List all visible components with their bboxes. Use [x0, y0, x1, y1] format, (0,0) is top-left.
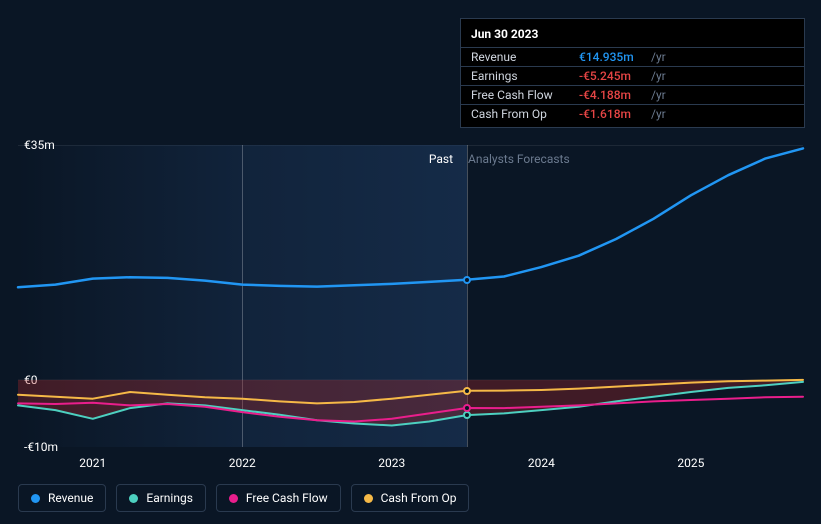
tooltip-row-label: Free Cash Flow — [471, 88, 579, 102]
legend-dot — [229, 494, 238, 503]
tooltip-row-unit: /yr — [651, 107, 666, 121]
tooltip-row-label: Cash From Op — [471, 107, 579, 121]
legend-dot — [129, 494, 138, 503]
tooltip-row: Cash From Op-€1.618m/yr — [461, 104, 804, 123]
x-axis-label: 2021 — [79, 456, 106, 470]
tooltip-row-label: Revenue — [471, 50, 579, 64]
tooltip-row: Free Cash Flow-€4.188m/yr — [461, 85, 804, 104]
marker-revenue — [463, 276, 471, 284]
legend-item-cfo[interactable]: Cash From Op — [351, 484, 470, 512]
legend: Revenue Earnings Free Cash Flow Cash From O… — [18, 484, 469, 512]
tooltip-row-value: -€1.618m — [579, 107, 649, 121]
tooltip-row-unit: /yr — [651, 88, 666, 102]
tooltip-row-value: -€5.245m — [579, 69, 649, 83]
marker-cfo — [463, 387, 471, 395]
tooltip-row-label: Earnings — [471, 69, 579, 83]
legend-item-earnings[interactable]: Earnings — [116, 484, 206, 512]
legend-label: Free Cash Flow — [246, 491, 328, 505]
tooltip-title: Jun 30 2023 — [461, 27, 804, 47]
legend-item-fcf[interactable]: Free Cash Flow — [216, 484, 341, 512]
series-revenue — [18, 148, 803, 287]
tooltip-row-value: -€4.188m — [579, 88, 649, 102]
legend-label: Revenue — [48, 491, 93, 505]
tooltip-row: Earnings-€5.245m/yr — [461, 66, 804, 85]
tooltip-row-unit: /yr — [651, 50, 666, 64]
tooltip-row-unit: /yr — [651, 69, 666, 83]
negative-area-fill — [18, 380, 803, 426]
tooltip-row: Revenue€14.935m/yr — [461, 47, 804, 66]
legend-dot — [31, 494, 40, 503]
line-chart — [18, 145, 803, 447]
marker-earnings — [463, 411, 471, 419]
legend-label: Earnings — [146, 491, 193, 505]
tooltip: Jun 30 2023 Revenue€14.935m/yrEarnings-€… — [460, 18, 805, 128]
marker-fcf — [463, 404, 471, 412]
x-axis-label: 2025 — [677, 456, 704, 470]
legend-item-revenue[interactable]: Revenue — [18, 484, 106, 512]
x-axis-label: 2024 — [528, 456, 555, 470]
legend-label: Cash From Op — [381, 491, 457, 505]
x-axis-label: 2022 — [229, 456, 256, 470]
tooltip-row-value: €14.935m — [579, 50, 649, 64]
legend-dot — [364, 494, 373, 503]
x-axis-label: 2023 — [378, 456, 405, 470]
